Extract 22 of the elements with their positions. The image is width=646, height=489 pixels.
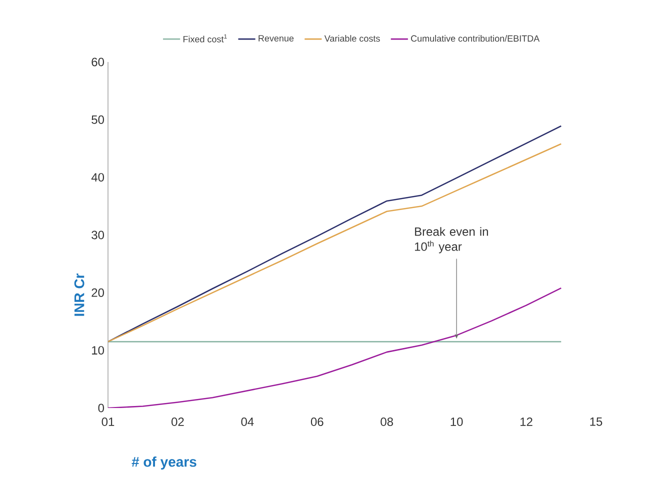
- y-tick-label: 50: [92, 115, 104, 124]
- x-tick-label: 02: [172, 418, 184, 426]
- annotation: Break even in 10$^{th}$ year: [414, 227, 488, 254]
- legend-label: Variable costs: [324, 35, 380, 42]
- y-tick-label: 30: [92, 230, 104, 240]
- x-tick-label: 10: [450, 418, 463, 426]
- legend-label: Cumulative contribution/EBITDA: [411, 35, 540, 42]
- y-axis-title: INR Cr: [74, 273, 84, 316]
- x-tick-label: 01: [102, 418, 114, 426]
- y-tick-label: 20: [92, 288, 104, 297]
- x-tick-label: 06: [310, 418, 324, 426]
- legend-label: Fixed cost$^{1}$: [183, 34, 227, 42]
- y-tick-label: 60: [92, 58, 104, 66]
- x-tick-label: 04: [241, 418, 254, 426]
- x-tick-label: 12: [520, 418, 532, 426]
- y-tick-label: 10: [92, 346, 104, 355]
- x-axis-title: # of years: [132, 456, 196, 470]
- y-tick-label: 0: [98, 404, 104, 412]
- y-tick-label: 40: [91, 173, 104, 182]
- x-tick-label: 15: [590, 418, 602, 426]
- x-tick-label: 08: [380, 418, 393, 426]
- legend-label: Revenue: [258, 35, 294, 42]
